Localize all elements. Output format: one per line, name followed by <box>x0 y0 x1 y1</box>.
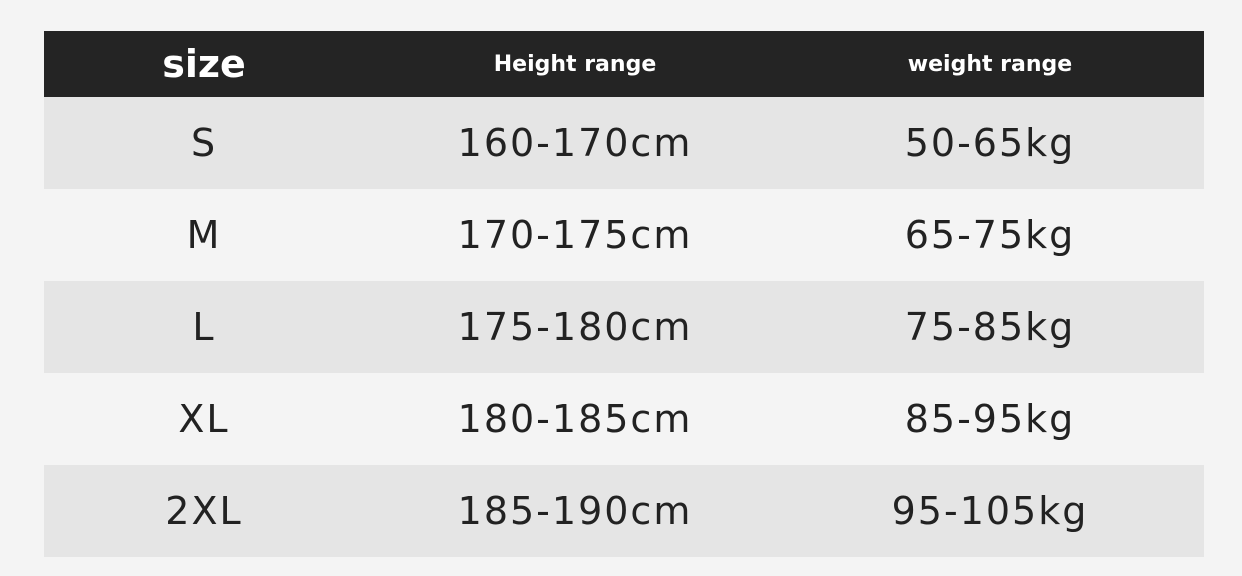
cell-height: 175-180cm <box>457 305 693 349</box>
cell-height: 170-175cm <box>457 213 693 257</box>
table-row: L 175-180cm 75-85kg <box>44 281 1204 373</box>
table-row: XL 180-185cm 85-95kg <box>44 373 1204 465</box>
cell-height: 185-190cm <box>457 489 693 533</box>
header-weight-range: weight range <box>907 51 1073 77</box>
cell-weight: 75-85kg <box>904 305 1076 349</box>
cell-weight: 85-95kg <box>904 397 1076 441</box>
header-size: size <box>162 42 246 86</box>
cell-size: M <box>186 213 222 257</box>
cell-height: 160-170cm <box>457 121 693 165</box>
cell-size: S <box>190 121 218 165</box>
cell-size: L <box>192 305 216 349</box>
cell-weight: 95-105kg <box>891 489 1089 533</box>
header-height-range: Height range <box>493 51 657 77</box>
table-row: 2XL 185-190cm 95-105kg <box>44 465 1204 557</box>
table-row: M 170-175cm 65-75kg <box>44 189 1204 281</box>
size-chart-table: size Height range weight range S 160-170… <box>44 31 1204 557</box>
cell-weight: 50-65kg <box>904 121 1076 165</box>
cell-height: 180-185cm <box>457 397 693 441</box>
cell-size: XL <box>178 397 230 441</box>
cell-size: 2XL <box>165 489 243 533</box>
table-header: size Height range weight range <box>44 31 1204 97</box>
table-row: S 160-170cm 50-65kg <box>44 97 1204 189</box>
cell-weight: 65-75kg <box>904 213 1076 257</box>
